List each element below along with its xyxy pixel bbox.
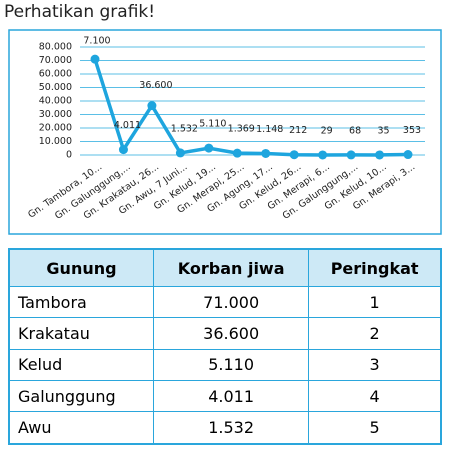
table-body: Tambora 71.000 1 Krakatau 36.600 2 Kelud 5.110 3…	[8, 285, 442, 445]
table-cell: 4.011	[152, 379, 310, 413]
y-tick-label: 40.000	[39, 96, 72, 107]
y-tick-label: 60.000	[39, 69, 72, 80]
y-tick-label: 0	[66, 150, 72, 161]
point	[346, 150, 356, 160]
table-cell: Kelud	[8, 348, 154, 381]
table-row: Awu 1.532 5	[8, 411, 442, 445]
header-cell: Gunung	[8, 248, 154, 287]
data-label: 1.369	[228, 124, 255, 135]
data-label: 212	[289, 125, 307, 136]
data-label: 29	[321, 125, 333, 136]
line	[93, 58, 409, 157]
data-label: 68	[349, 125, 361, 136]
y-tick-label: 10.000	[39, 136, 72, 147]
point	[118, 145, 128, 155]
table-row: Tambora 71.000 1	[8, 285, 442, 319]
point	[289, 150, 299, 160]
point	[147, 101, 157, 111]
point	[175, 148, 185, 158]
y-tick-label: 80.000	[39, 42, 72, 53]
table-row: Kelud 5.110 3	[8, 348, 442, 381]
data-label: 1.532	[171, 123, 198, 134]
data-label: 36.600	[139, 80, 172, 91]
header-row: Gunung Korban jiwa Peringkat	[8, 248, 442, 287]
table-row: Galunggung 4.011 4	[8, 379, 442, 413]
y-tick-label: 50.000	[39, 82, 72, 93]
data-label: 353	[403, 125, 421, 136]
table-cell: Awu	[8, 411, 154, 445]
point	[261, 148, 271, 158]
chart: 0 10.000 20.000 30.000 40.000 50.000 60.000 70.…	[8, 29, 442, 235]
header-cell: Korban jiwa	[152, 248, 310, 287]
point	[232, 148, 242, 158]
header-cell: Peringkat	[308, 248, 442, 287]
table-cell: 3	[308, 348, 442, 381]
point	[318, 150, 328, 160]
point	[403, 150, 413, 160]
data-label: 7.100	[83, 36, 110, 47]
point	[90, 54, 100, 64]
table-cell: 2	[308, 317, 442, 350]
table-cell: Tambora	[8, 285, 154, 319]
chart-frame	[8, 29, 442, 235]
data-label: 1.148	[256, 124, 283, 135]
point	[204, 143, 214, 153]
y-tick-label: 30.000	[39, 109, 72, 120]
table-cell: Krakatau	[8, 317, 154, 350]
table-cell: 1	[308, 285, 442, 319]
data-label: 5.110	[199, 119, 226, 130]
y-tick-label: 70.000	[39, 55, 72, 66]
table-cell: 5	[308, 411, 442, 445]
data-label: 4.011	[114, 120, 141, 131]
y-tick-label: 20.000	[39, 123, 72, 134]
table-cell: 71.000	[152, 285, 310, 319]
heading: Perhatikan grafik!	[4, 2, 156, 22]
point	[375, 150, 385, 160]
table-cell: 4	[308, 379, 442, 413]
table-cell: 36.600	[152, 317, 310, 350]
table-cell: 1.532	[152, 411, 310, 445]
table-row: Krakatau 36.600 2	[8, 317, 442, 350]
table-cell: Galunggung	[8, 379, 154, 413]
table-cell: 5.110	[152, 348, 310, 381]
table: Gunung Korban jiwa Peringkat Tambora 71.000…	[8, 248, 442, 445]
data-label: 35	[377, 125, 389, 136]
